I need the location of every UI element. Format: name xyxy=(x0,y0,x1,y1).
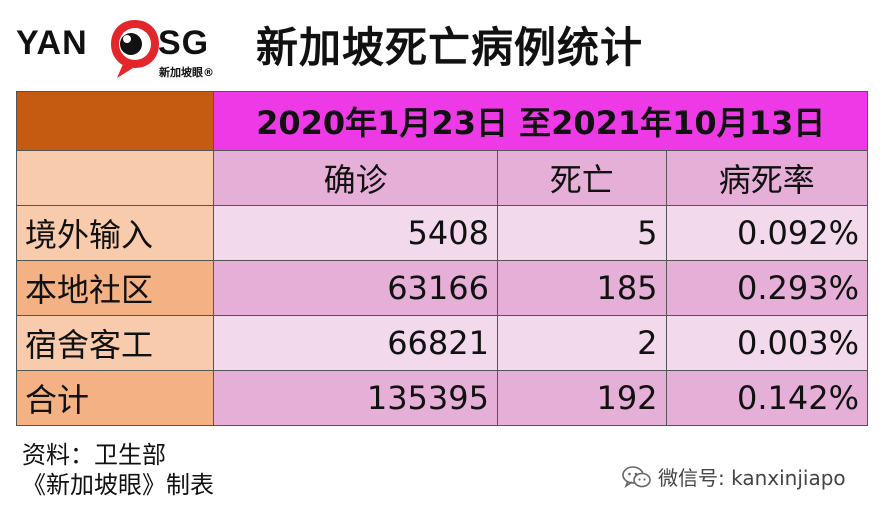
confirmed-cell: 135395 xyxy=(213,370,498,426)
column-header-row: 确诊 死亡 病死率 xyxy=(15,150,869,206)
source-line: 资料：卫生部 xyxy=(22,441,166,469)
confirmed-cell: 63166 xyxy=(213,260,498,316)
row-label: 合计 xyxy=(15,370,215,426)
brand-logo: YAN SG 新加坡眼® xyxy=(16,14,226,84)
period-header: 2020年1月23日 至2021年10月13日 xyxy=(213,91,868,151)
deaths-cell: 192 xyxy=(496,370,667,426)
statistics-table: 2020年1月23日 至2021年10月13日 确诊 死亡 病死率 境外输入 5… xyxy=(15,91,869,426)
logo-text-right: SG xyxy=(158,24,210,62)
logo-text-left: YAN xyxy=(16,24,88,62)
wechat-icon xyxy=(622,465,651,488)
corner-cell xyxy=(15,91,215,151)
row-header-blank xyxy=(15,150,215,206)
fatality-rate-cell: 0.293% xyxy=(665,260,869,316)
page-title: 新加坡死亡病例统计 xyxy=(256,23,644,72)
eye-logo-icon xyxy=(111,20,159,78)
deaths-cell: 5 xyxy=(496,205,667,261)
table-row: 宿舍客工 66821 2 0.003% xyxy=(15,315,869,371)
wechat-watermark: 微信号: kanxinjiapo xyxy=(622,462,846,491)
fatality-rate-cell: 0.003% xyxy=(665,315,869,371)
table-row: 本地社区 63166 185 0.293% xyxy=(15,260,869,316)
column-header-fatality-rate: 病死率 xyxy=(665,150,869,206)
table-row: 境外输入 5408 5 0.092% xyxy=(15,205,869,261)
producer-line: 《新加坡眼》制表 xyxy=(22,471,214,499)
column-header-confirmed: 确诊 xyxy=(213,150,498,206)
fatality-rate-cell: 0.142% xyxy=(665,370,869,426)
confirmed-cell: 66821 xyxy=(213,315,498,371)
logo-subtitle: 新加坡眼® xyxy=(159,66,214,79)
confirmed-cell: 5408 xyxy=(213,205,498,261)
row-label: 境外输入 xyxy=(15,205,215,261)
deaths-cell: 2 xyxy=(496,315,667,371)
source-note: 资料：卫生部 《新加坡眼》制表 xyxy=(22,440,214,500)
fatality-rate-cell: 0.092% xyxy=(665,205,869,261)
total-row: 合计 135395 192 0.142% xyxy=(15,370,869,426)
period-row: 2020年1月23日 至2021年10月13日 xyxy=(15,91,868,151)
row-label: 本地社区 xyxy=(15,260,215,316)
watermark-text: 微信号: kanxinjiapo xyxy=(658,466,846,490)
column-header-deaths: 死亡 xyxy=(496,150,667,206)
row-label: 宿舍客工 xyxy=(15,315,215,371)
deaths-cell: 185 xyxy=(496,260,667,316)
